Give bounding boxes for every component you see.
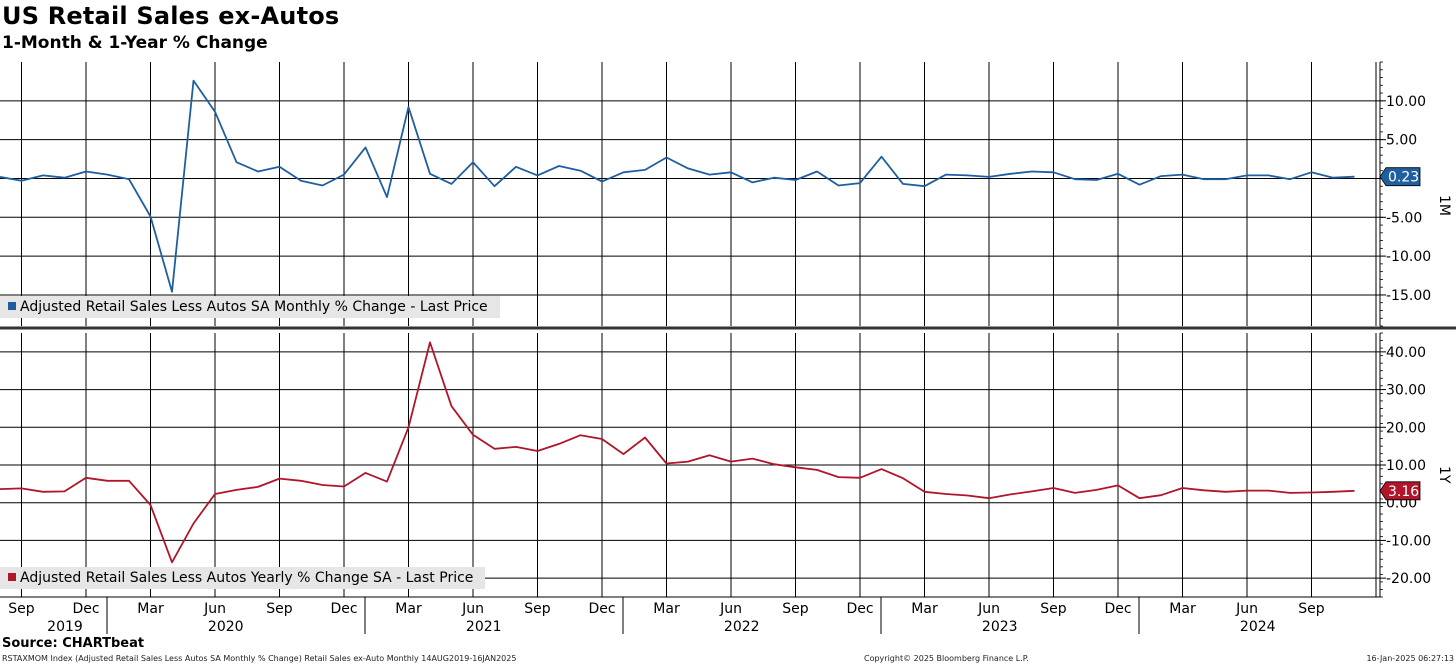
x-year-label: 2021 bbox=[466, 619, 502, 635]
x-year-label: 2019 bbox=[47, 619, 83, 635]
yearly-y-tick-label: -20.00 bbox=[1386, 571, 1431, 587]
x-year-label: 2023 bbox=[982, 619, 1018, 635]
monthly-y-tick-label: -10.00 bbox=[1386, 249, 1431, 265]
monthly-y-tick-label: -15.00 bbox=[1386, 288, 1431, 304]
yearly-legend-label: Adjusted Retail Sales Less Autos Yearly … bbox=[20, 570, 474, 586]
monthly-series-legend: Adjusted Retail Sales Less Autos SA Mont… bbox=[0, 296, 500, 318]
x-month-label: Mar bbox=[137, 601, 164, 617]
x-month-label: Mar bbox=[911, 601, 938, 617]
x-month-label: Jun bbox=[719, 601, 742, 617]
yearly-panel-label: 1Y bbox=[1436, 466, 1452, 484]
footer-timestamp: 16-Jan-2025 06:27:13 bbox=[1366, 654, 1454, 663]
x-year-label: 2020 bbox=[208, 619, 244, 635]
monthly-legend-swatch bbox=[8, 302, 16, 310]
monthly-last-value-label: 0.23 bbox=[1388, 170, 1419, 186]
x-year-label: 2024 bbox=[1240, 619, 1276, 635]
yearly-series-line bbox=[0, 341, 1355, 564]
x-month-label: Dec bbox=[1104, 601, 1131, 617]
footer-copyright: Copyright© 2025 Bloomberg Finance L.P. bbox=[864, 654, 1029, 663]
x-month-label: Sep bbox=[266, 601, 293, 617]
monthly-legend-label: Adjusted Retail Sales Less Autos SA Mont… bbox=[20, 299, 488, 315]
x-month-label: Jun bbox=[977, 601, 1000, 617]
yearly-y-tick-label: -10.00 bbox=[1386, 533, 1431, 549]
yearly-y-tick-label: 20.00 bbox=[1386, 420, 1426, 436]
x-month-label: Mar bbox=[653, 601, 680, 617]
chart-subtitle: 1-Month & 1-Year % Change bbox=[2, 33, 268, 53]
chart-title: US Retail Sales ex-Autos bbox=[2, 2, 340, 30]
x-month-label: Mar bbox=[395, 601, 422, 617]
monthly-panel-label: 1M bbox=[1436, 195, 1452, 216]
yearly-legend-swatch bbox=[8, 573, 16, 581]
yearly-series-legend: Adjusted Retail Sales Less Autos Yearly … bbox=[0, 567, 486, 589]
x-month-label: Sep bbox=[1040, 601, 1067, 617]
monthly-y-tick-label: 10.00 bbox=[1386, 94, 1426, 110]
x-month-label: Jun bbox=[1235, 601, 1258, 617]
footer-index-description: RSTAXMOM Index (Adjusted Retail Sales Le… bbox=[2, 654, 517, 663]
x-month-label: Sep bbox=[524, 601, 551, 617]
x-month-label: Jun bbox=[203, 601, 226, 617]
x-month-label: Dec bbox=[846, 601, 873, 617]
yearly-last-value-label: 3.16 bbox=[1388, 484, 1419, 500]
x-year-label: 2022 bbox=[724, 619, 760, 635]
source-note: Source: CHARTbeat bbox=[2, 636, 145, 651]
x-month-label: Dec bbox=[72, 601, 99, 617]
monthly-last-value-tag bbox=[1379, 167, 1421, 187]
x-month-label: Sep bbox=[8, 601, 35, 617]
x-month-label: Dec bbox=[588, 601, 615, 617]
monthly-y-tick-label: 5.00 bbox=[1386, 133, 1417, 149]
x-month-label: Sep bbox=[1298, 601, 1325, 617]
x-month-label: Dec bbox=[330, 601, 357, 617]
monthly-series-line bbox=[0, 79, 1355, 293]
monthly-y-tick-label: -5.00 bbox=[1386, 210, 1422, 226]
yearly-last-value-tag bbox=[1379, 481, 1421, 501]
x-month-label: Mar bbox=[1169, 601, 1196, 617]
yearly-y-tick-label: 10.00 bbox=[1386, 458, 1426, 474]
x-month-label: Sep bbox=[782, 601, 809, 617]
yearly-y-tick-label: 30.00 bbox=[1386, 383, 1426, 399]
yearly-y-tick-label: 40.00 bbox=[1386, 345, 1426, 361]
x-month-label: Jun bbox=[461, 601, 484, 617]
